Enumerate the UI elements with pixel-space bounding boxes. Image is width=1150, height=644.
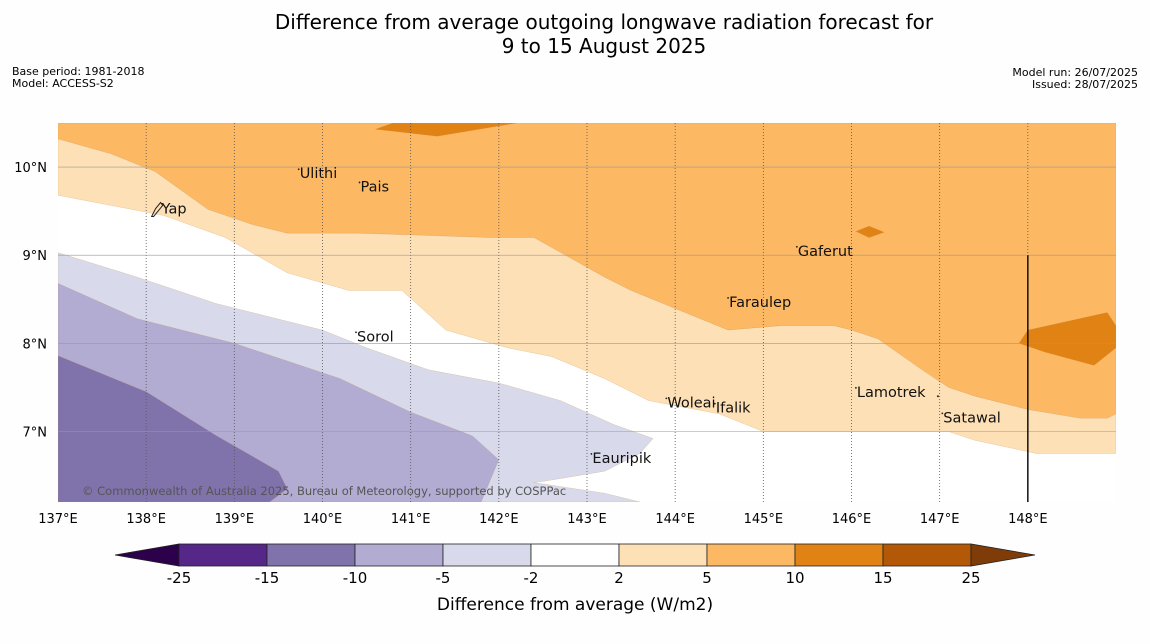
run-info: Model run: 26/07/2025 Issued: 28/07/2025	[1012, 67, 1138, 91]
colorbar-tick-label: -15	[255, 569, 280, 587]
contour-region	[855, 225, 885, 238]
place-label: Sorol	[357, 329, 394, 345]
colorbar-bin	[354, 543, 444, 567]
island-dot	[795, 245, 798, 248]
contour-region	[58, 355, 288, 502]
place-label: Gaferut	[798, 244, 853, 260]
island-dot	[590, 453, 593, 455]
model-name: Model: ACCESS-S2	[12, 77, 114, 90]
island-dot	[713, 402, 716, 405]
y-tick-label: 10°N	[14, 161, 47, 176]
y-tick-label: 8°N	[23, 337, 48, 352]
place-label: Lamotrek	[857, 385, 926, 401]
colorbar-over-arrow	[970, 543, 1036, 567]
place-label: Faraulep	[729, 295, 791, 311]
issued-date: Issued: 28/07/2025	[1031, 78, 1138, 91]
colorbar-label: Difference from average (W/m2)	[437, 595, 713, 615]
base-period: Base period: 1981-2018	[12, 65, 145, 78]
x-tick-label: 145°E	[744, 512, 784, 527]
chart-title: Difference from average outgoing longwav…	[0, 10, 1150, 58]
colorbar-tick-label: -10	[343, 569, 368, 587]
colorbar-bin	[178, 543, 268, 567]
model-run: Model run: 26/07/2025	[1012, 66, 1138, 79]
island-dot	[727, 297, 729, 299]
place-label: Eauripik	[592, 451, 651, 467]
colorbar-tick-label: 25	[961, 569, 980, 587]
x-tick-label: 141°E	[391, 512, 431, 527]
colorbar-tick-label: 15	[873, 569, 892, 587]
y-tick-label: 7°N	[23, 425, 48, 440]
colorbar-bin	[882, 543, 972, 567]
x-tick-label: 148°E	[1008, 512, 1048, 527]
colorbar-bin	[530, 543, 620, 567]
island-dot	[936, 395, 939, 398]
colorbar-bin	[706, 543, 796, 567]
x-tick-label: 146°E	[832, 512, 872, 527]
colorbar-tick-label: 10	[785, 569, 804, 587]
x-tick-label: 144°E	[655, 512, 695, 527]
colorbar-tick-label: 5	[702, 569, 712, 587]
island-dot	[297, 168, 300, 171]
island-dot	[665, 397, 668, 400]
x-tick-label: 147°E	[920, 512, 960, 527]
colorbar-under-arrow	[114, 543, 180, 567]
model-info: Base period: 1981-2018 Model: ACCESS-S2	[12, 66, 144, 90]
contour-region	[1018, 312, 1116, 366]
title-line-1: Difference from average outgoing longwav…	[274, 10, 934, 34]
place-label: Pais	[361, 179, 390, 195]
place-label: Ifalik	[716, 401, 751, 417]
island-dot	[941, 412, 944, 415]
place-label: Satawal	[943, 410, 1000, 426]
colorbar-bin	[442, 543, 532, 567]
x-tick-label: 142°E	[479, 512, 519, 527]
x-tick-label: 140°E	[303, 512, 343, 527]
place-label: Yap	[161, 201, 187, 217]
colorbar-bin	[618, 543, 708, 567]
title-line-2: 9 to 15 August 2025	[501, 34, 707, 58]
x-tick-label: 139°E	[215, 512, 255, 527]
y-tick-label: 9°N	[23, 249, 48, 264]
contour-layer	[58, 123, 1116, 502]
yap-island	[150, 201, 164, 217]
colorbar-tick-label: 2	[614, 569, 624, 587]
copyright-text: © Commonwealth of Australia 2025, Bureau…	[82, 484, 566, 498]
colorbar-bin	[794, 543, 884, 567]
place-label: Woleai	[667, 395, 715, 411]
island-dot	[855, 386, 857, 389]
x-tick-label: 143°E	[567, 512, 607, 527]
x-tick-label: 137°E	[38, 512, 78, 527]
colorbar-tick-label: -5	[436, 569, 451, 587]
place-label: Ulithi	[300, 166, 338, 182]
island-dot	[358, 181, 361, 184]
colorbar-tick-label: -25	[167, 569, 192, 587]
colorbar-bin	[266, 543, 356, 567]
island-dot	[355, 331, 357, 334]
x-tick-label: 138°E	[126, 512, 166, 527]
colorbar-tick-label: -2	[524, 569, 539, 587]
